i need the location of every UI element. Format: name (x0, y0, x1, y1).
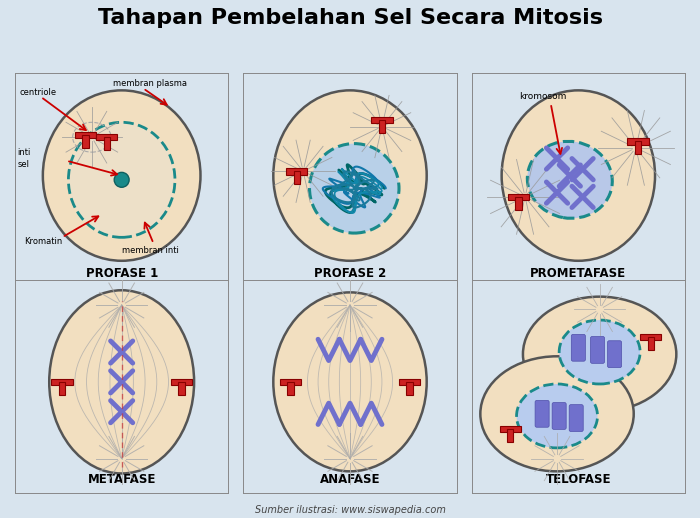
FancyBboxPatch shape (59, 382, 65, 395)
Text: sel: sel (18, 161, 29, 169)
FancyBboxPatch shape (648, 337, 654, 350)
FancyBboxPatch shape (407, 382, 413, 395)
FancyBboxPatch shape (96, 134, 118, 140)
FancyBboxPatch shape (640, 334, 662, 340)
FancyBboxPatch shape (569, 405, 583, 431)
Text: kromosom: kromosom (519, 92, 566, 101)
FancyBboxPatch shape (293, 171, 300, 184)
Ellipse shape (559, 320, 640, 384)
Ellipse shape (523, 297, 676, 412)
FancyBboxPatch shape (608, 341, 622, 368)
FancyBboxPatch shape (83, 135, 89, 148)
FancyBboxPatch shape (552, 402, 566, 429)
FancyBboxPatch shape (379, 120, 385, 133)
FancyBboxPatch shape (286, 168, 307, 175)
FancyBboxPatch shape (515, 197, 522, 210)
Text: TELOFASE: TELOFASE (545, 473, 611, 486)
Ellipse shape (49, 290, 194, 473)
Text: PROFASE 1: PROFASE 1 (85, 267, 158, 280)
Ellipse shape (69, 122, 175, 237)
FancyBboxPatch shape (591, 337, 605, 363)
Ellipse shape (480, 356, 634, 471)
Text: inti: inti (18, 148, 31, 156)
Ellipse shape (273, 292, 427, 471)
FancyBboxPatch shape (371, 117, 393, 123)
FancyBboxPatch shape (508, 194, 529, 200)
Ellipse shape (114, 172, 129, 188)
FancyBboxPatch shape (280, 379, 301, 385)
Ellipse shape (517, 384, 598, 448)
Text: METAFASE: METAFASE (88, 473, 156, 486)
Ellipse shape (502, 90, 655, 261)
Text: PROFASE 2: PROFASE 2 (314, 267, 386, 280)
Text: Tahapan Pembelahan Sel Secara Mitosis: Tahapan Pembelahan Sel Secara Mitosis (97, 8, 603, 28)
Text: PROMETAFASE: PROMETAFASE (531, 267, 626, 280)
FancyBboxPatch shape (287, 382, 293, 395)
FancyBboxPatch shape (104, 137, 110, 150)
FancyBboxPatch shape (535, 400, 549, 427)
Text: Sumber ilustrasi: www.siswapedia.com: Sumber ilustrasi: www.siswapedia.com (255, 506, 445, 515)
FancyBboxPatch shape (635, 141, 641, 154)
Text: membran inti: membran inti (122, 246, 178, 255)
Text: membran plasma: membran plasma (113, 79, 187, 89)
FancyBboxPatch shape (178, 382, 185, 395)
FancyBboxPatch shape (500, 425, 521, 432)
Text: ANAFASE: ANAFASE (320, 473, 380, 486)
Ellipse shape (309, 143, 399, 233)
FancyBboxPatch shape (75, 132, 96, 138)
Ellipse shape (273, 90, 427, 261)
Text: centriole: centriole (20, 88, 57, 97)
FancyBboxPatch shape (51, 379, 73, 385)
FancyBboxPatch shape (171, 379, 192, 385)
FancyBboxPatch shape (507, 429, 513, 441)
FancyBboxPatch shape (627, 138, 649, 145)
Ellipse shape (43, 90, 200, 261)
FancyBboxPatch shape (571, 334, 585, 361)
Ellipse shape (527, 141, 612, 218)
Text: Kromatin: Kromatin (24, 237, 62, 246)
FancyBboxPatch shape (399, 379, 420, 385)
